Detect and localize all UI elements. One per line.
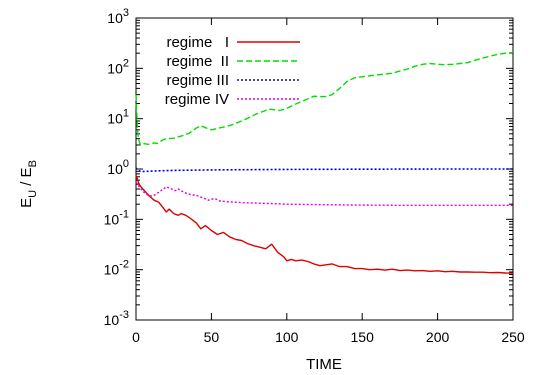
legend-label-2: regime II <box>166 53 229 70</box>
x-tick-label: 100 <box>275 329 299 345</box>
x-tick-label: 50 <box>204 329 220 345</box>
x-tick-label: 0 <box>132 329 140 345</box>
y-tick-label: 101 <box>107 108 129 127</box>
legend-label-3: regime III <box>166 72 229 89</box>
axis-ticks: 0 50 100 150 200 250 10-3 10-2 10-1 100 101 102 103 <box>104 7 525 345</box>
y-label-sep: / <box>18 177 35 190</box>
y-tick-label: 10-3 <box>104 309 129 328</box>
x-axis-label: TIME <box>306 356 342 373</box>
y-axis-label: EU / EB <box>18 160 39 208</box>
y-tick-label: 100 <box>107 158 129 177</box>
y-label-sub1: U <box>27 190 39 198</box>
y-tick-label: 102 <box>107 57 129 76</box>
y-tick-label: 10-2 <box>104 259 129 278</box>
y-tick-label: 10-1 <box>104 208 129 227</box>
series-line-4 <box>135 181 513 206</box>
y-label-e2: E <box>18 167 35 177</box>
y-label-sub2: B <box>27 160 39 167</box>
series-line-1 <box>135 175 514 274</box>
y-tick-label: 103 <box>107 7 129 26</box>
series-curves <box>135 51 514 274</box>
x-tick-label: 150 <box>351 329 375 345</box>
x-tick-label: 250 <box>501 329 525 345</box>
series-line-3 <box>135 167 513 173</box>
legend: regime I regime II regime III regime IV <box>165 34 300 108</box>
legend-label-4: regime IV <box>165 91 229 108</box>
legend-label-1: regime I <box>166 34 229 51</box>
x-tick-label: 200 <box>426 329 450 345</box>
series-line-2 <box>135 51 514 146</box>
y-label-e1: E <box>18 198 35 208</box>
